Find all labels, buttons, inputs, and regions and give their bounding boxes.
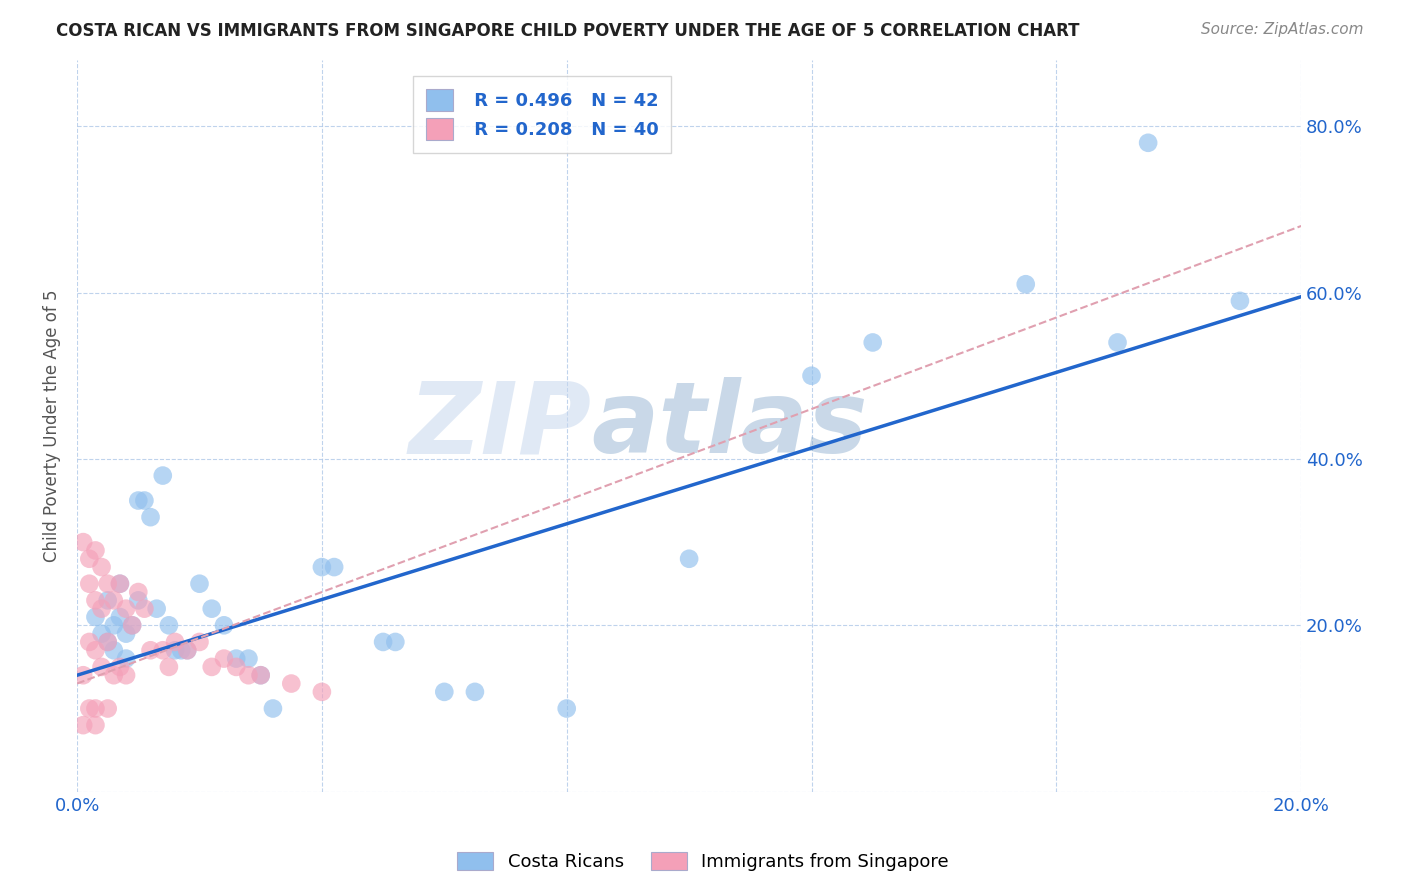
Point [238,668,260,682]
Point [464,685,486,699]
Point [249,668,271,682]
Point [311,560,333,574]
Point [134,493,156,508]
Point [121,618,143,632]
Point [79,635,101,649]
Point [90,601,112,615]
Point [79,576,101,591]
Point [152,643,174,657]
Point [163,643,186,657]
Point [127,493,149,508]
Point [97,593,120,607]
Point [225,660,247,674]
Point [97,635,120,649]
Point [79,701,101,715]
Point [678,551,700,566]
Point [72,535,94,549]
Point [311,685,333,699]
Point [555,701,578,715]
Text: Source: ZipAtlas.com: Source: ZipAtlas.com [1201,22,1364,37]
Point [145,601,167,615]
Point [188,576,211,591]
Point [163,635,186,649]
Point [103,668,125,682]
Point [433,685,456,699]
Point [84,543,107,558]
Point [90,660,112,674]
Point [90,560,112,574]
Point [371,635,394,649]
Point [176,643,198,657]
Text: atlas: atlas [591,377,868,475]
Point [79,551,101,566]
Point [1137,136,1160,150]
Point [238,651,260,665]
Point [127,585,149,599]
Legend:  R = 0.496   N = 42,  R = 0.208   N = 40: R = 0.496 N = 42, R = 0.208 N = 40 [413,76,671,153]
Point [115,626,138,640]
Point [212,618,235,632]
Point [97,635,120,649]
Point [72,718,94,732]
Point [134,601,156,615]
Text: ZIP: ZIP [408,377,591,475]
Point [249,668,271,682]
Point [103,618,125,632]
Point [1229,293,1251,308]
Point [152,468,174,483]
Point [201,660,224,674]
Point [176,643,198,657]
Point [108,660,131,674]
Point [84,593,107,607]
Point [97,701,120,715]
Point [84,643,107,657]
Point [188,635,211,649]
Point [84,701,107,715]
Point [97,576,120,591]
Point [262,701,284,715]
Point [84,718,107,732]
Point [115,601,138,615]
Point [212,651,235,665]
Point [280,676,302,690]
Y-axis label: Child Poverty Under the Age of 5: Child Poverty Under the Age of 5 [44,289,60,562]
Point [84,610,107,624]
Point [225,651,247,665]
Point [157,660,180,674]
Point [127,593,149,607]
Point [1107,335,1129,350]
Legend: Costa Ricans, Immigrants from Singapore: Costa Ricans, Immigrants from Singapore [450,845,956,879]
Point [170,643,193,657]
Text: COSTA RICAN VS IMMIGRANTS FROM SINGAPORE CHILD POVERTY UNDER THE AGE OF 5 CORREL: COSTA RICAN VS IMMIGRANTS FROM SINGAPORE… [56,22,1080,40]
Point [201,601,224,615]
Point [157,618,180,632]
Point [72,668,94,682]
Point [103,643,125,657]
Point [121,618,143,632]
Point [323,560,346,574]
Point [384,635,406,649]
Point [115,668,138,682]
Point [800,368,823,383]
Point [1015,277,1038,292]
Point [862,335,884,350]
Point [115,651,138,665]
Point [108,610,131,624]
Point [103,593,125,607]
Point [90,626,112,640]
Point [139,643,162,657]
Point [108,576,131,591]
Point [108,576,131,591]
Point [139,510,162,524]
